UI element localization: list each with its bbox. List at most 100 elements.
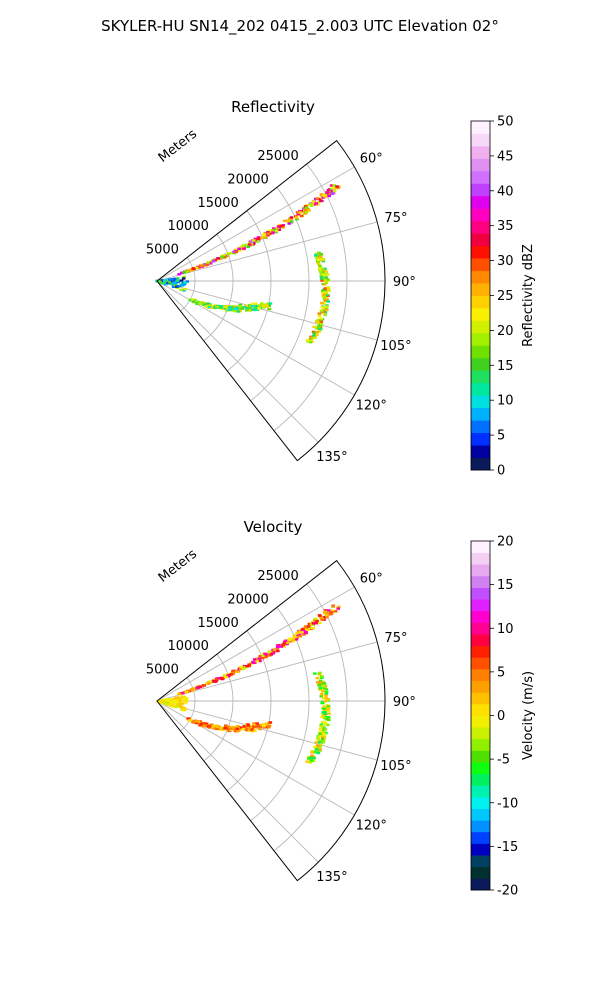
echo-gate <box>166 699 170 703</box>
echo-gate <box>254 302 258 305</box>
echo-gate <box>303 625 308 628</box>
echo-gate <box>312 331 317 335</box>
echo-gate <box>332 184 336 187</box>
echo-gate <box>233 728 237 732</box>
echo-gate <box>176 285 181 288</box>
echo-gate <box>180 706 185 709</box>
colorbar-segment <box>471 233 490 247</box>
echo-gate <box>238 303 243 307</box>
echo-gate <box>321 196 325 199</box>
colorbar-segment <box>471 843 490 856</box>
echo-gate <box>281 643 285 646</box>
echo-gate <box>219 727 223 730</box>
echo-gate <box>191 719 196 723</box>
colorbar-segment <box>471 820 490 833</box>
echo-gate <box>235 306 239 309</box>
echo-gate <box>326 278 330 281</box>
angular-tick-label: 105° <box>380 759 411 774</box>
echo-gate <box>294 638 299 641</box>
echo-gate <box>213 304 217 307</box>
echo-gate <box>196 721 201 725</box>
echo-gate <box>318 270 323 274</box>
echo-gate <box>178 702 183 705</box>
echo-gate <box>324 712 329 715</box>
echo-gate <box>204 305 208 308</box>
echo-gate <box>237 668 242 671</box>
echo-gate <box>298 635 303 638</box>
echo-gate <box>310 620 315 624</box>
echo-gate <box>266 231 270 234</box>
echo-gate <box>183 281 187 284</box>
echo-gate <box>316 262 321 266</box>
echo-gate <box>205 263 210 266</box>
echo-gate <box>324 722 328 726</box>
echo-gate <box>329 612 334 616</box>
echo-gate <box>329 184 334 187</box>
colorbar-segment <box>471 220 490 234</box>
echo-gate <box>320 257 325 261</box>
echo-gate <box>241 244 246 247</box>
echo-gate <box>323 728 328 731</box>
echo-gate <box>321 713 325 716</box>
echo-gate <box>179 288 184 292</box>
colorbar-segment <box>471 610 490 623</box>
echo-gate <box>247 308 252 312</box>
echo-gate <box>320 301 324 305</box>
echo-gate <box>181 277 186 280</box>
angular-tick-label: 120° <box>356 819 387 834</box>
echo-gate <box>322 716 327 720</box>
echo-gate <box>231 671 236 674</box>
echo-gate <box>201 722 206 725</box>
echo-gate <box>250 304 255 308</box>
echo-gate <box>308 761 313 764</box>
echo-gate <box>240 307 245 310</box>
echo-gate <box>161 282 166 285</box>
echo-gate <box>321 729 325 733</box>
echo-gate <box>251 242 256 245</box>
echo-gate <box>177 273 181 276</box>
echo-gate <box>320 737 325 741</box>
echo-gate <box>276 225 281 228</box>
echo-gate <box>222 254 226 257</box>
colorbar-segment <box>471 831 490 844</box>
colorbar-tick-label: 30 <box>497 254 514 269</box>
echo-gate <box>175 279 180 283</box>
echo-gate <box>316 681 320 684</box>
echo-gate <box>322 293 326 296</box>
radial-tick-label: 25000 <box>257 569 298 584</box>
colorbar-label: Reflectivity dBZ <box>521 244 536 347</box>
echo-gate <box>325 611 330 615</box>
echo-gate <box>182 708 186 712</box>
echo-gate <box>208 304 212 307</box>
colorbar-segment <box>471 457 490 471</box>
echo-gate <box>311 626 315 630</box>
echo-gate <box>322 712 327 715</box>
echo-gate <box>324 692 328 696</box>
echo-gate <box>318 679 323 682</box>
echo-gate <box>171 285 176 289</box>
echo-gate <box>271 230 275 233</box>
reflectivity-panel: Reflectivity 5000 10000 15000 20000 25000 Mete… <box>146 98 536 479</box>
echo-gate <box>319 275 324 278</box>
colorbar-tick-label: 5 <box>497 429 505 444</box>
angular-grid-line <box>156 221 378 282</box>
echo-gate <box>306 625 311 628</box>
echo-gate <box>296 634 301 637</box>
echo-gate <box>321 697 326 700</box>
echo-gate <box>238 726 242 729</box>
echo-gate <box>228 305 232 309</box>
colorbar-segment <box>471 307 490 321</box>
echo-gate <box>195 301 200 305</box>
echo-gate <box>225 309 229 312</box>
echo-gate <box>198 724 202 727</box>
echo-gate <box>165 280 169 283</box>
echo-gate <box>319 695 324 698</box>
echo-gate <box>319 199 323 202</box>
echo-gate <box>258 655 263 658</box>
echo-gate <box>268 302 273 305</box>
echo-gate <box>311 334 316 338</box>
echo-gate <box>305 338 310 342</box>
echo-gate <box>256 236 261 239</box>
echo-gate <box>249 728 254 732</box>
echo-gate <box>317 327 322 331</box>
